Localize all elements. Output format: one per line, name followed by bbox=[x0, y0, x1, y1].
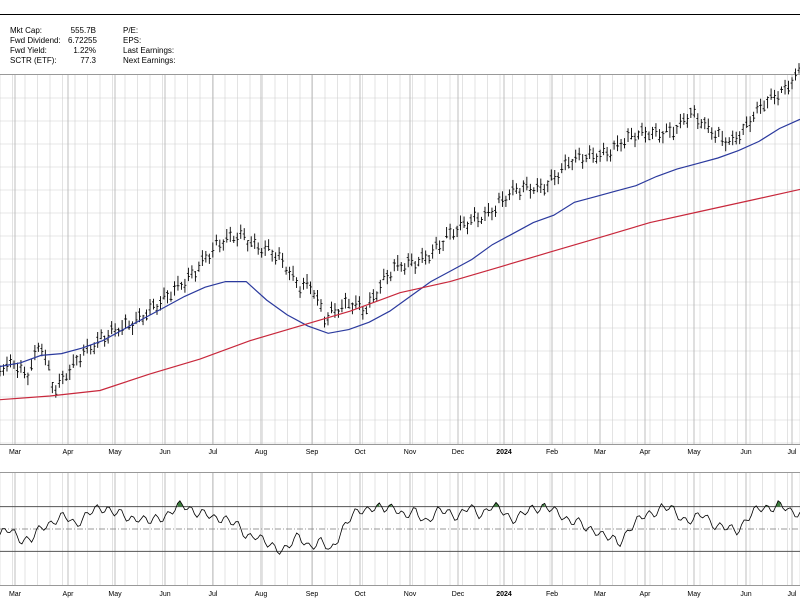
price-x-tick-label: Jul bbox=[788, 449, 797, 456]
stat-label: Next Earnings: bbox=[123, 56, 176, 65]
stat-value: 1.22% bbox=[73, 46, 96, 55]
moving-average-short-line bbox=[0, 118, 800, 368]
price-x-tick-label: May bbox=[108, 449, 122, 456]
oscillator-x-tick-label: 2024 bbox=[496, 591, 512, 598]
moving-averages bbox=[0, 118, 800, 401]
stat-row: Fwd Dividend: 6.72255 bbox=[10, 36, 97, 46]
price-panel-x-axis-labels: Mar Apr May Jun Jul Aug Sep Oct Nov Dec 2024 Feb Mar… bbox=[9, 449, 797, 456]
price-x-tick-label: 2024 bbox=[496, 449, 512, 456]
stat-row: Next Earnings: bbox=[123, 56, 175, 66]
price-panel-grid bbox=[0, 75, 800, 444]
oscillator-x-tick-label: Aug bbox=[255, 591, 268, 598]
overbought-fill bbox=[775, 500, 781, 507]
price-x-tick-label: Dec bbox=[452, 449, 465, 456]
price-x-tick-label: Apr bbox=[640, 449, 652, 456]
oscillator-x-tick-label: Nov bbox=[404, 591, 417, 598]
oscillator-overbought-fills bbox=[177, 500, 781, 507]
overbought-fill bbox=[542, 503, 545, 507]
oscillator-x-tick-label: May bbox=[687, 591, 701, 598]
oscillator-panel-x-axis-labels: Mar Apr May Jun Jul Aug Sep Oct Nov Dec 2024 Feb Mar… bbox=[9, 591, 797, 598]
price-x-tick-label: May bbox=[687, 449, 701, 456]
price-x-tick-label: Aug bbox=[255, 449, 268, 456]
price-ohlc-bars bbox=[0, 63, 800, 398]
stats-right: P/E: EPS: Last Earnings: Next Earnings: bbox=[123, 26, 175, 66]
oscillator-x-tick-label: Feb bbox=[546, 591, 558, 598]
oscillator-x-tick-label: May bbox=[108, 591, 122, 598]
stat-label: Fwd Yield: bbox=[10, 46, 47, 55]
stat-label: P/E: bbox=[123, 26, 139, 35]
oscillator-x-tick-label: Dec bbox=[452, 591, 465, 598]
oscillator-x-tick-label: Jul bbox=[209, 591, 218, 598]
stat-value: 6.72255 bbox=[68, 36, 97, 45]
price-x-tick-label: Jul bbox=[209, 449, 218, 456]
oscillator-line-group bbox=[0, 500, 800, 555]
stat-label: Fwd Dividend: bbox=[10, 36, 61, 45]
stat-label: SCTR (ETF): bbox=[10, 56, 57, 65]
price-x-tick-label: Oct bbox=[355, 449, 366, 456]
stat-row: Mkt Cap: 555.7B bbox=[10, 26, 96, 36]
oscillator-x-tick-label: Jun bbox=[740, 591, 751, 598]
price-x-tick-label: Apr bbox=[63, 449, 75, 456]
stat-value: 77.3 bbox=[80, 56, 96, 65]
oscillator-x-tick-label: Mar bbox=[594, 591, 607, 598]
oscillator-x-tick-label: Sep bbox=[306, 591, 319, 598]
oscillator-x-tick-label: Oct bbox=[355, 591, 366, 598]
oscillator-x-tick-label: Jun bbox=[159, 591, 170, 598]
stat-value: 555.7B bbox=[70, 26, 96, 35]
price-x-tick-label: Mar bbox=[9, 449, 22, 456]
stat-row: P/E: bbox=[123, 26, 175, 36]
stat-row: Last Earnings: bbox=[123, 46, 175, 56]
oscillator-reference-lines bbox=[0, 506, 800, 552]
price-x-tick-label: Nov bbox=[404, 449, 417, 456]
stat-row: Fwd Yield: 1.22% bbox=[10, 46, 96, 56]
stat-label: EPS: bbox=[123, 36, 142, 45]
price-x-tick-label: Sep bbox=[306, 449, 319, 456]
price-x-tick-label: Jun bbox=[159, 449, 170, 456]
price-x-tick-label: Mar bbox=[594, 449, 607, 456]
oscillator-line bbox=[0, 500, 800, 555]
stat-label: Last Earnings: bbox=[123, 46, 175, 55]
overbought-fill bbox=[493, 502, 499, 507]
moving-average-long-line bbox=[0, 188, 800, 401]
stats-left: Mkt Cap: 555.7B Fwd Dividend: 6.72255 Fwd … bbox=[10, 26, 97, 66]
oscillator-x-tick-label: Apr bbox=[63, 591, 75, 598]
stat-row: SCTR (ETF): 77.3 bbox=[10, 56, 96, 66]
oscillator-x-tick-label: Mar bbox=[9, 591, 22, 598]
oscillator-x-tick-label: Apr bbox=[640, 591, 652, 598]
price-x-tick-label: Jun bbox=[740, 449, 751, 456]
stat-row: EPS: bbox=[123, 36, 175, 46]
price-x-tick-label: Feb bbox=[546, 449, 558, 456]
stat-label: Mkt Cap: bbox=[10, 26, 43, 35]
oscillator-x-tick-label: Jul bbox=[788, 591, 797, 598]
